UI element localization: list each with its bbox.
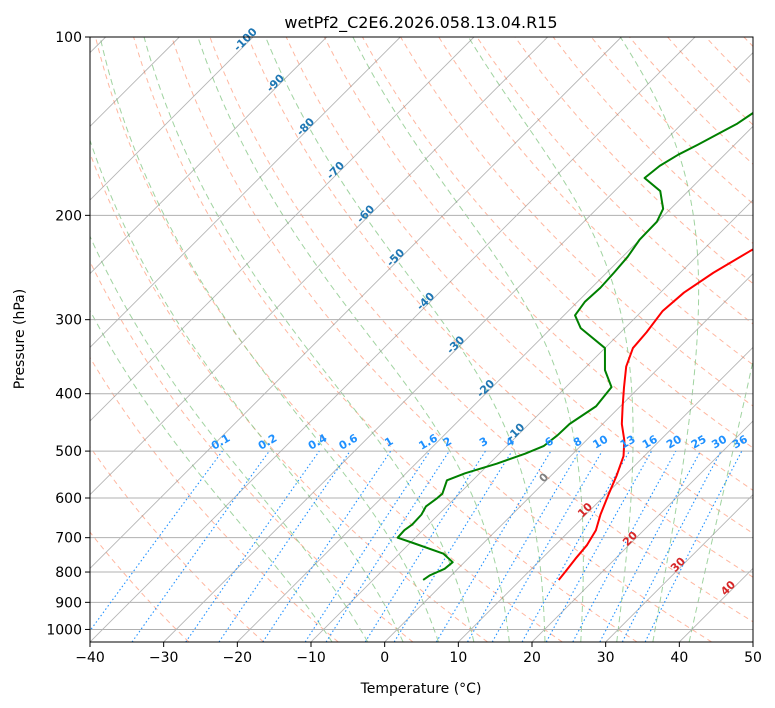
x-tick-label: −10 [296, 650, 326, 666]
moist-adiabat [197, 37, 510, 642]
x-tick-label: −30 [149, 650, 179, 666]
isotherm-line [458, 346, 753, 642]
mixing-ratio-line [644, 450, 743, 642]
x-axis-label: Temperature (°C) [360, 681, 482, 697]
isotherm-line [90, 37, 254, 201]
dry-adiabat [95, 37, 563, 642]
isotherm-line [90, 37, 401, 348]
isotherm-line [310, 199, 753, 642]
dewpoint-profile [396, 111, 753, 581]
y-tick-label: 300 [55, 313, 82, 329]
dry-adiabat [90, 151, 488, 642]
moist-adiabat [90, 309, 333, 642]
x-tick-label: 0 [380, 650, 389, 666]
isotherm-line [90, 37, 696, 642]
isotherm-line [90, 37, 327, 275]
isotherm-line [531, 420, 753, 642]
y-tick-label: 900 [55, 595, 82, 611]
x-tick-label: −40 [75, 650, 105, 666]
mixing-ratio-line [545, 450, 653, 642]
dry-adiabat [247, 37, 753, 578]
mixing-ratio-line [521, 450, 630, 642]
y-tick-label: 200 [55, 208, 82, 224]
dry-adiabat [514, 37, 753, 285]
moist-adiabat [99, 37, 439, 642]
isotherm-line [163, 52, 753, 642]
isotherm-line [237, 125, 753, 642]
mixing-ratio-line [325, 450, 450, 642]
isotherm-line [384, 273, 753, 642]
dry-adiabat [90, 531, 190, 642]
mixing-ratio-line [304, 450, 431, 642]
isotherm-line [90, 37, 475, 422]
x-tick-label: 50 [744, 650, 762, 666]
x-tick-label: 10 [449, 650, 467, 666]
mixing-ratio-line [90, 450, 223, 632]
plot-frame [89, 36, 754, 643]
x-tick-label: −20 [223, 650, 253, 666]
y-tick-label: 800 [55, 565, 82, 581]
moist-adiabat [90, 235, 369, 642]
dry-adiabat [362, 37, 753, 449]
moist-adiabat [619, 37, 700, 642]
moist-adiabat [688, 358, 753, 642]
temperature-profile [557, 248, 753, 581]
isotherm-line [90, 37, 622, 569]
y-tick-label: 1000 [46, 622, 82, 638]
dry-adiabat [90, 445, 264, 642]
isotherm-line [605, 494, 753, 642]
y-tick-label: 100 [55, 30, 82, 46]
mixing-ratio-line [218, 450, 351, 642]
y-tick-label: 400 [55, 387, 82, 403]
moist-adiabat [90, 138, 404, 642]
moist-adiabat [352, 37, 584, 642]
moist-adiabat [143, 37, 475, 642]
y-tick-label: 700 [55, 531, 82, 547]
dry-adiabat [209, 37, 753, 623]
mixing-ratio-line [572, 450, 677, 642]
dry-adiabat [133, 37, 638, 642]
mixing-ratio-line [131, 450, 270, 642]
y-tick-label: 600 [55, 491, 82, 507]
dry-adiabat [90, 356, 339, 642]
mixing-ratio-line [262, 450, 392, 642]
y-tick-label: 500 [55, 444, 82, 460]
chart-title: wetPf2_C2E6.2026.058.13.04.R15 [284, 13, 557, 33]
dry-adiabat [171, 37, 713, 642]
x-tick-label: 20 [523, 650, 541, 666]
y-axis-label: Pressure (hPa) [12, 289, 28, 389]
mixing-ratio-line [393, 450, 513, 642]
x-tick-label: 30 [597, 650, 615, 666]
moist-adiabat [265, 37, 546, 642]
x-tick-label: 40 [670, 650, 688, 666]
dry-adiabat [400, 37, 753, 407]
mixing-ratio-line [185, 450, 320, 642]
isotherm-line [90, 37, 548, 496]
